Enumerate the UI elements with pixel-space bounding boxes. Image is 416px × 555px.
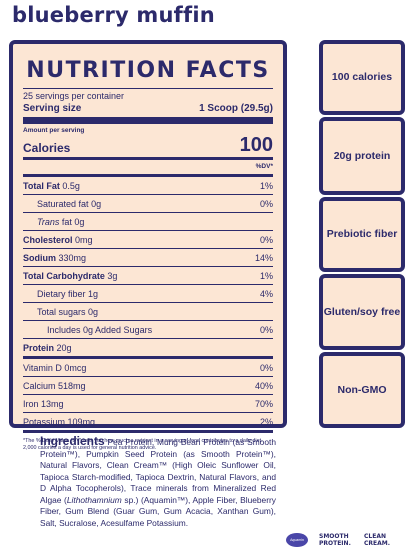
nutrient-row: Saturated fat 0g 0% bbox=[23, 194, 273, 212]
nutrient-amount: 0g bbox=[91, 198, 102, 209]
badge-label: Non-GMO bbox=[337, 383, 387, 396]
nutrient-dv: 1% bbox=[259, 270, 273, 281]
nutrition-facts-panel: NUTRITION FACTS 25 servings per containe… bbox=[9, 40, 287, 451]
nutrient-row: Includes 0g Added Sugars 0% bbox=[23, 320, 273, 338]
nutrient-dv: 0% bbox=[259, 198, 273, 209]
calories-row: Calories 100 bbox=[23, 135, 273, 157]
calories-label: Calories bbox=[23, 141, 71, 155]
badge-label: Prebiotic fiber bbox=[326, 228, 398, 240]
logo-line: SMOOTH bbox=[319, 533, 349, 540]
nutrient-name: Saturated fat bbox=[37, 198, 89, 209]
nutrient-row: Protein 20g bbox=[23, 338, 273, 356]
nutrient-name: Protein bbox=[23, 342, 55, 353]
nutrient-amount: 0mg bbox=[75, 234, 93, 245]
nutrient-amount: 0.5g bbox=[62, 180, 80, 191]
nutrient-name: Total Carbohydrate bbox=[23, 270, 105, 281]
logo-line: CLEAN bbox=[364, 533, 386, 540]
nutrient-table: Total Fat 0.5g 1% Saturated fat 0g 0% Tr… bbox=[23, 174, 273, 430]
nutrient-amount: 518mg bbox=[58, 380, 86, 391]
nutrient-dv: 2% bbox=[259, 416, 273, 427]
ingredients-italic: Lithothamnium bbox=[66, 494, 122, 505]
daily-value-header: %DV* bbox=[255, 163, 273, 170]
badge-calories: 100 calories bbox=[319, 40, 405, 115]
badge-fiber: Prebiotic fiber bbox=[319, 197, 405, 272]
serving-size-value: 1 Scoop (29.5g) bbox=[199, 103, 273, 114]
ingredients-label: Ingredients bbox=[40, 434, 105, 448]
nutrient-row: Trans fat 0g bbox=[23, 212, 273, 230]
nutrient-name: Trans bbox=[37, 216, 60, 227]
nutrient-row: Calcium 518mg 40% bbox=[23, 376, 273, 394]
nutrient-dv: 70% bbox=[254, 398, 273, 409]
nutrient-dv: 0% bbox=[259, 324, 273, 335]
nutrient-name: Sodium bbox=[23, 252, 56, 263]
clean-cream-logo: CLEAN CREAM. bbox=[364, 533, 390, 547]
nutrient-dv: 14% bbox=[254, 252, 273, 263]
nutrient-name: Vitamin D bbox=[23, 362, 62, 373]
aquamin-logo: Aquamin bbox=[286, 533, 308, 547]
daily-value-footnote: *The % Daily Value (DV) tells you how mu… bbox=[23, 438, 263, 451]
nutrient-amount: 13mg bbox=[41, 398, 64, 409]
product-title: blueberry muffin bbox=[12, 3, 215, 27]
nutrient-row: Potassium 109mg 2% bbox=[23, 412, 273, 430]
nutrient-dv: 0% bbox=[259, 234, 273, 245]
nutrient-name: Iron bbox=[23, 398, 39, 409]
ingredients-block: Ingredients Pea Protein, Mung Bean Prote… bbox=[40, 434, 276, 529]
nutrient-row: Vitamin D 0mcg 0% bbox=[23, 356, 273, 376]
badge-protein: 20g protein bbox=[319, 117, 405, 195]
nutrient-amount: 0mcg bbox=[64, 362, 87, 373]
nutrient-row: Total Fat 0.5g 1% bbox=[23, 174, 273, 194]
nutrient-amount: 1g bbox=[88, 288, 99, 299]
serving-size-row: Serving size 1 Scoop (29.5g) bbox=[23, 102, 273, 117]
divider-medium bbox=[23, 157, 273, 160]
nutrient-amount: fat 0g bbox=[61, 216, 85, 227]
badge-gluten-soy-free: Gluten/soy free bbox=[319, 274, 405, 350]
nutrient-name: Total Fat bbox=[23, 180, 60, 191]
nutrient-row: Cholesterol 0mg 0% bbox=[23, 230, 273, 248]
nutrient-name: Cholesterol bbox=[23, 234, 73, 245]
servings-per-container: 25 servings per container bbox=[23, 91, 125, 101]
smooth-protein-logo: SMOOTH PROTEIN. bbox=[319, 533, 351, 547]
logo-line: PROTEIN. bbox=[319, 540, 351, 547]
nutrient-row: Sodium 330mg 14% bbox=[23, 248, 273, 266]
ingredients-text: Pea Protein, Mung Bean Protein (as Smoot… bbox=[40, 437, 276, 505]
amount-per-serving: Amount per serving bbox=[23, 127, 85, 134]
nutrient-amount: 330mg bbox=[58, 252, 87, 263]
logo-line: CREAM. bbox=[364, 540, 391, 547]
nutrient-name: Calcium bbox=[23, 380, 56, 391]
badge-label: 20g protein bbox=[333, 149, 391, 162]
badge-label: 100 calories bbox=[331, 71, 393, 83]
nutrient-dv: 0% bbox=[259, 362, 273, 373]
calories-value: 100 bbox=[239, 134, 273, 156]
nutrition-facts-title: NUTRITION FACTS bbox=[26, 58, 270, 83]
nutrient-name: Includes 0g Added Sugars bbox=[47, 324, 153, 335]
nutrient-row: Iron 13mg 70% bbox=[23, 394, 273, 412]
nutrient-amount: 109mg bbox=[67, 416, 96, 427]
badge-non-gmo: Non-GMO bbox=[319, 352, 405, 428]
nutrient-dv: 40% bbox=[254, 380, 273, 391]
nutrient-row: Total Carbohydrate 3g 1% bbox=[23, 266, 273, 284]
nutrient-name: Total sugars bbox=[37, 306, 86, 317]
badge-label: Gluten/soy free bbox=[323, 305, 401, 318]
divider-thick bbox=[23, 117, 273, 124]
nutrient-row: Total sugars 0g bbox=[23, 302, 273, 320]
divider bbox=[23, 88, 273, 89]
serving-size-label: Serving size bbox=[23, 103, 82, 114]
nutrient-row: Dietary fiber 1g 4% bbox=[23, 284, 273, 302]
nutrient-dv: 4% bbox=[259, 288, 273, 299]
nutrient-dv: 1% bbox=[259, 180, 273, 191]
nutrient-name: Dietary fiber bbox=[37, 288, 86, 299]
nutrient-name: Potassium bbox=[23, 416, 66, 427]
nutrient-amount: 0g bbox=[88, 306, 99, 317]
nutrient-amount: 3g bbox=[107, 270, 118, 281]
nutrient-amount: 20g bbox=[56, 342, 72, 353]
divider-medium bbox=[23, 430, 273, 433]
ingredients-text-end: sp.) (Aquamin™), Apple Fiber, Blueberry … bbox=[40, 494, 276, 528]
